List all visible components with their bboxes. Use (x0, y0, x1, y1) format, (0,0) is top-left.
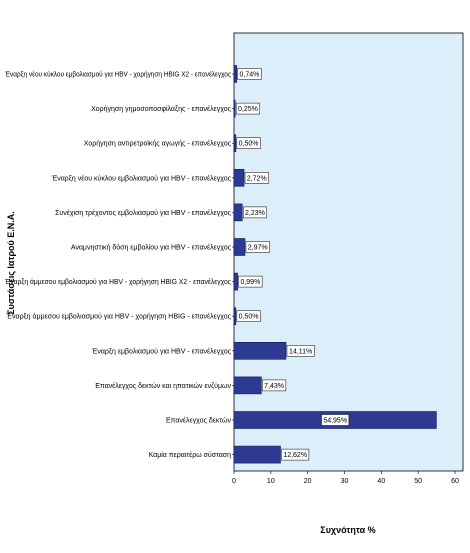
bar-5 (233, 203, 243, 222)
x-axis-title: Συχνότητα % (320, 525, 375, 535)
category-label-5: Συνέχιση τρέχοντος εμβολιασμού για HBV -… (55, 209, 232, 217)
bar-6 (233, 238, 246, 256)
category-label-3: Χορήγηση αντιρετροϊκής αγωγής - επανέλεγ… (84, 140, 232, 148)
data-label-box-1 (237, 68, 262, 80)
data-label-11: 54,95% (323, 418, 347, 425)
x-tick-label-10: 10 (267, 478, 275, 485)
data-label-7: 0,99% (240, 279, 260, 286)
data-label-12: 12,62% (283, 452, 307, 459)
data-label-8: 0,50% (239, 314, 259, 321)
data-label-box-10 (262, 379, 287, 392)
x-tick-label-60: 60 (451, 478, 459, 485)
bar-4 (233, 169, 245, 187)
category-label-8: Έναρξη άμμεσου εμβολιασμού για HBV - χορ… (6, 313, 232, 321)
category-label-6: Αναμνηστική δόση εμβολίου για HBV - επαν… (71, 244, 232, 252)
data-label-box-6 (245, 241, 270, 253)
bar-7 (233, 272, 238, 291)
data-label-6: 2,97% (248, 245, 268, 252)
data-label-5: 2,23% (245, 210, 265, 217)
data-label-10: 7,43% (264, 383, 284, 390)
data-label-2: 0,25% (238, 106, 258, 113)
bar-8 (233, 307, 237, 326)
data-label-box-9 (286, 345, 315, 357)
data-label-box-7 (238, 275, 263, 288)
data-label-box-3 (236, 137, 261, 149)
x-tick-label-40: 40 (377, 478, 385, 485)
bar-9 (233, 341, 287, 360)
category-label-7: Έναρξη άμμεσου εμβολιασμού για HBV - χορ… (4, 278, 232, 286)
category-label-9: Έναρξη εμβολιασμού για HBV - επανέλεγχος (91, 347, 232, 355)
x-tick-label-30: 30 (341, 478, 349, 485)
data-label-9: 14,11% (289, 348, 312, 355)
x-tick-label-20: 20 (304, 478, 312, 485)
data-label-4: 2,72% (247, 175, 267, 182)
bar-3 (233, 134, 237, 152)
category-label-2: Χορήγηση γημοσοποσφίλαξης - επανέλεγχος (91, 105, 232, 113)
x-tick-label-50: 50 (414, 478, 422, 485)
data-label-3: 0,50% (239, 141, 259, 148)
category-label-1: Έναρξη νέου κύκλου εμβολιασμού για HBV -… (4, 71, 231, 79)
category-label-12: Καμία περαιτέρω σύσταση (149, 451, 232, 459)
data-label-1: 0,74% (240, 72, 260, 79)
data-label-box-8 (236, 310, 261, 322)
bar-1 (233, 65, 238, 83)
category-label-4: Έναρξη νέου κύκλου εμβολιασμού για HBV -… (51, 174, 232, 182)
data-label-box-4 (244, 172, 269, 184)
bar-10 (233, 376, 262, 395)
category-label-11: Επανέλεγχος δεκτών (166, 417, 232, 425)
data-label-box-12 (281, 448, 310, 461)
x-tick-label-0: 0 (232, 478, 236, 485)
data-label-box-5 (242, 206, 267, 219)
bar-2 (233, 99, 236, 118)
data-label-box-11 (321, 414, 350, 426)
category-label-10: Επανέλεγχος δεκτών και ηπατικών ενζύμων (95, 382, 231, 390)
plot-area (233, 32, 464, 472)
bar-12 (233, 445, 281, 464)
y-axis-title: Συστάσεις Ιατρού Ε.Ν.Α. (6, 211, 16, 315)
data-label-box-2 (235, 102, 260, 115)
